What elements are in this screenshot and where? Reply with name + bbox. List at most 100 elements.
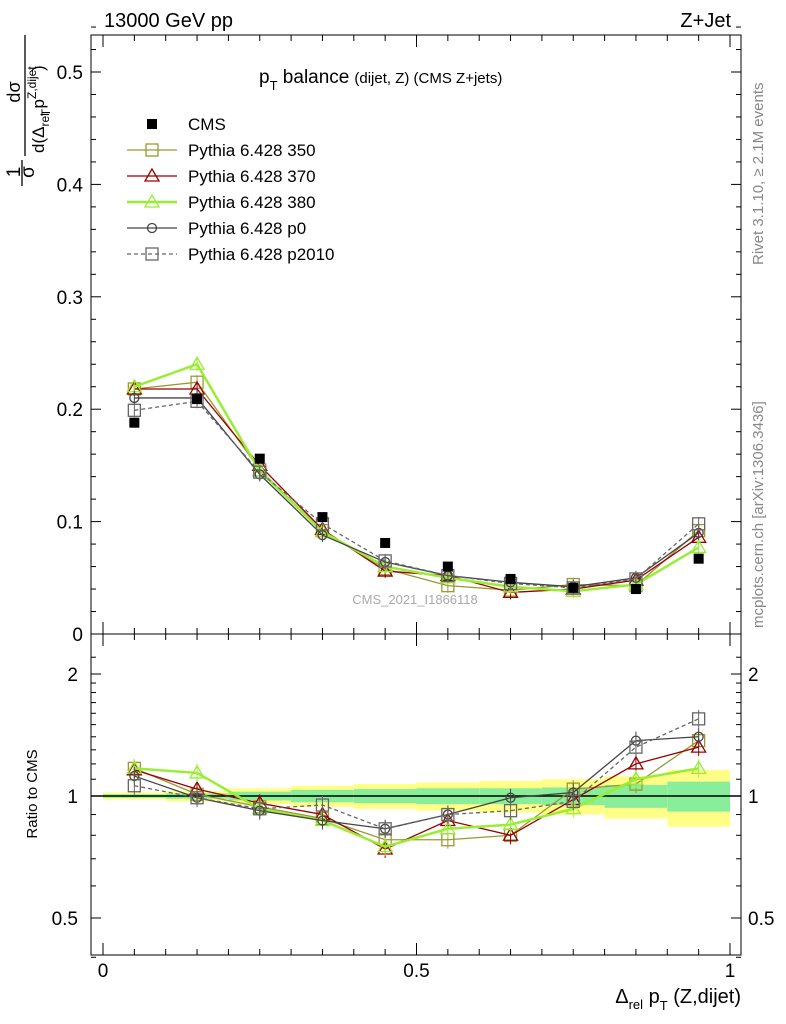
legend-label: Pythia 6.428 380 [188,193,316,212]
legend-marker [146,222,158,234]
main-ytick-label: 0.2 [57,400,83,421]
data-point [377,562,394,577]
data-point [566,581,580,595]
data-point [129,392,140,404]
data-point [568,582,579,593]
ratio-point [503,804,518,818]
ratio-point [441,807,455,822]
legend-item-pythia-6-428-350: Pythia 6.428 350 [127,141,316,160]
ratio-series-pythia-6-428-p2010 [127,709,706,838]
ratio-xtick-label: 1 [725,961,736,982]
series-pythia-6-428-350 [127,375,706,598]
series-line [134,388,700,594]
xlabel-rest: (Z,dijet) [668,986,741,1008]
ratio-point [690,738,707,753]
ratio-point [629,740,643,754]
watermark: CMS_2021_I1866118 [352,592,478,607]
data-point [692,517,706,531]
ratio-point [566,794,580,809]
series-pythia-6-428-p0 [129,390,704,594]
xlabel-p: p [643,986,660,1008]
legend: CMS Pythia 6.428 350 Pythia 6.428 370 Pythi… [127,115,335,264]
ratio-line [134,740,700,841]
mcplots-label: mcplots.cern.ch [arXiv:1306.3436] [750,401,767,628]
data-point [442,561,453,572]
data-point [253,465,267,479]
series-line [134,400,700,589]
ratio-xtick-label: 0.5 [403,961,429,982]
data-point [129,417,140,428]
ratio-point [692,712,706,726]
legend-item-pythia-6-428-p0: Pythia 6.428 p0 [127,219,306,238]
data-point [693,553,704,564]
title-sub: T [270,78,278,93]
rivet-label: Rivet 3.1.10, ≥ 2.1M events [750,83,767,266]
title-p: p [259,67,270,88]
legend-marker [145,143,159,157]
data-point [378,554,392,568]
data-point [690,539,707,554]
ratio-point [439,820,456,835]
series-line [133,362,700,593]
xlabel-delta: Δ [615,986,628,1008]
ylabel-den-sup: Z,dijet [25,66,39,99]
ylabel-den: d(Δrel pZ,dijet T) [25,65,53,153]
legend-marker [147,119,157,129]
xlabel-sub: rel [629,997,644,1012]
ratio-point [190,791,204,805]
ratio-point [378,822,392,836]
data-point [317,512,328,523]
legend-item-pythia-6-428-p2010: Pythia 6.428 p2010 [127,245,335,264]
data-point [505,573,516,584]
ratio-frame [90,633,742,956]
ylabel-one: 1 [4,167,25,178]
ratio-ytick-label: 1 [67,787,78,808]
ylabel-den-close: ) [29,65,48,71]
ylabel-den-sub: rel [38,113,52,126]
ratio-ytick-label-right: 2 [748,665,759,686]
legend-item-cms: CMS [147,115,226,134]
ratio-line [134,718,699,830]
legend-label: CMS [188,115,226,134]
ratio-ytick-label: 0.5 [52,909,78,930]
title-small: (dijet, Z) [354,70,409,87]
legend-marker [143,193,161,208]
legend-label: Pythia 6.428 350 [188,141,316,160]
ratio-point [502,826,519,841]
ratio-line [134,767,699,848]
legend-label: Pythia 6.428 p0 [188,219,306,238]
ratio-xtick-label: 0 [98,961,109,982]
ratio-point [253,802,267,816]
ratio-ytick-label-right: 0.5 [748,909,774,930]
ylabel-den-d: d(Δ [29,127,48,153]
ratio-point [627,755,645,770]
header-left: 13000 GeV pp [104,10,233,32]
ylabel-num: dσ [4,81,24,102]
legend-marker [143,167,161,182]
title-tail: (CMS Z+jets) [409,70,502,87]
data-point [127,403,142,417]
title-rest: balance [278,67,350,88]
main-ytick-label: 0 [72,625,83,646]
legend-label: Pythia 6.428 p2010 [188,245,335,264]
ratio-point [377,838,394,853]
ratio-panel: 0.5 0.5 1 1 2 2 0 0.5 1 [52,634,774,982]
header-right: Z+Jet [680,10,731,32]
main-ytick-label: 0.5 [57,63,83,84]
ratio-point [690,760,707,775]
data-point [630,584,641,595]
series-pythia-6-428-p2010 [127,394,706,595]
xlabel-psub: T [660,998,668,1013]
series-pythia-6-428-370 [126,380,707,600]
series-pythia-6-428-380 [126,355,707,599]
series-line [134,397,700,588]
ylabel-den-psub: T [39,108,53,116]
xlabel: Δrel pT (Z,dijet) [615,986,741,1013]
legend-marker [145,247,159,261]
ylabel-sigma: σ [18,166,39,178]
ylabel-den-p: p [29,99,48,113]
legend-item-pythia-6-428-370: Pythia 6.428 370 [127,167,316,186]
main-panel: 0 0.1 0.2 0.3 0.4 0.5 [57,26,741,646]
data-point [439,569,456,584]
